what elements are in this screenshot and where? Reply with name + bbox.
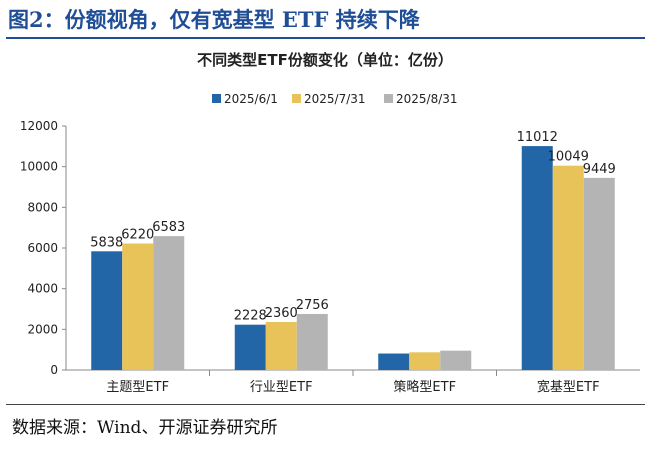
bar (409, 352, 441, 370)
data-label: 6220 (121, 228, 154, 243)
x-tick-label: 策略型ETF (393, 379, 456, 395)
bar (265, 322, 297, 370)
bar (378, 353, 410, 370)
bar (122, 243, 154, 370)
data-label: 10049 (548, 150, 589, 165)
legend-swatch-1 (212, 94, 221, 103)
legend-label-3: 2025/8/31 (396, 92, 458, 106)
bar (234, 324, 266, 370)
data-label: 2360 (265, 306, 298, 321)
bar (583, 177, 615, 370)
y-tick-label: 2000 (27, 322, 58, 336)
chart-title: 不同类型ETF份额变化（单位：亿份） (197, 51, 453, 69)
data-label: 6583 (152, 220, 185, 235)
legend-swatch-3 (384, 94, 393, 103)
bar (440, 350, 472, 370)
y-tick-label: 10000 (20, 160, 58, 174)
y-tick-label: 12000 (20, 119, 58, 133)
title-divider (6, 37, 645, 39)
bottom-divider (6, 404, 645, 405)
legend-swatch-2 (292, 94, 301, 103)
y-tick-label: 4000 (27, 282, 58, 296)
bar (521, 146, 553, 370)
y-tick-label: 8000 (27, 200, 58, 214)
bar (296, 313, 328, 370)
bar-chart: 不同类型ETF份额变化（单位：亿份） 2025/6/1 2025/7/31 2025/… (20, 51, 640, 395)
legend-label-1: 2025/6/1 (224, 92, 278, 106)
bar (91, 251, 123, 370)
data-label: 2756 (296, 298, 329, 313)
y-tick-label: 0 (50, 363, 58, 377)
x-tick-label: 主题型ETF (106, 380, 169, 395)
source-note: 数据来源：Wind、开源证券研究所 (12, 418, 278, 438)
data-label: 5838 (90, 235, 123, 250)
bar (153, 236, 185, 370)
y-tick-label: 6000 (27, 241, 58, 255)
legend-label-2: 2025/7/31 (304, 92, 366, 106)
figure-title: 图2：份额视角，仅有宽基型 ETF 持续下降 (8, 7, 420, 32)
x-tick-label: 宽基型ETF (537, 379, 600, 395)
data-label: 9449 (583, 162, 616, 177)
data-label: 11012 (517, 130, 558, 145)
data-label: 2228 (234, 309, 267, 324)
x-tick-label: 行业型ETF (250, 380, 313, 395)
bar (552, 165, 584, 370)
